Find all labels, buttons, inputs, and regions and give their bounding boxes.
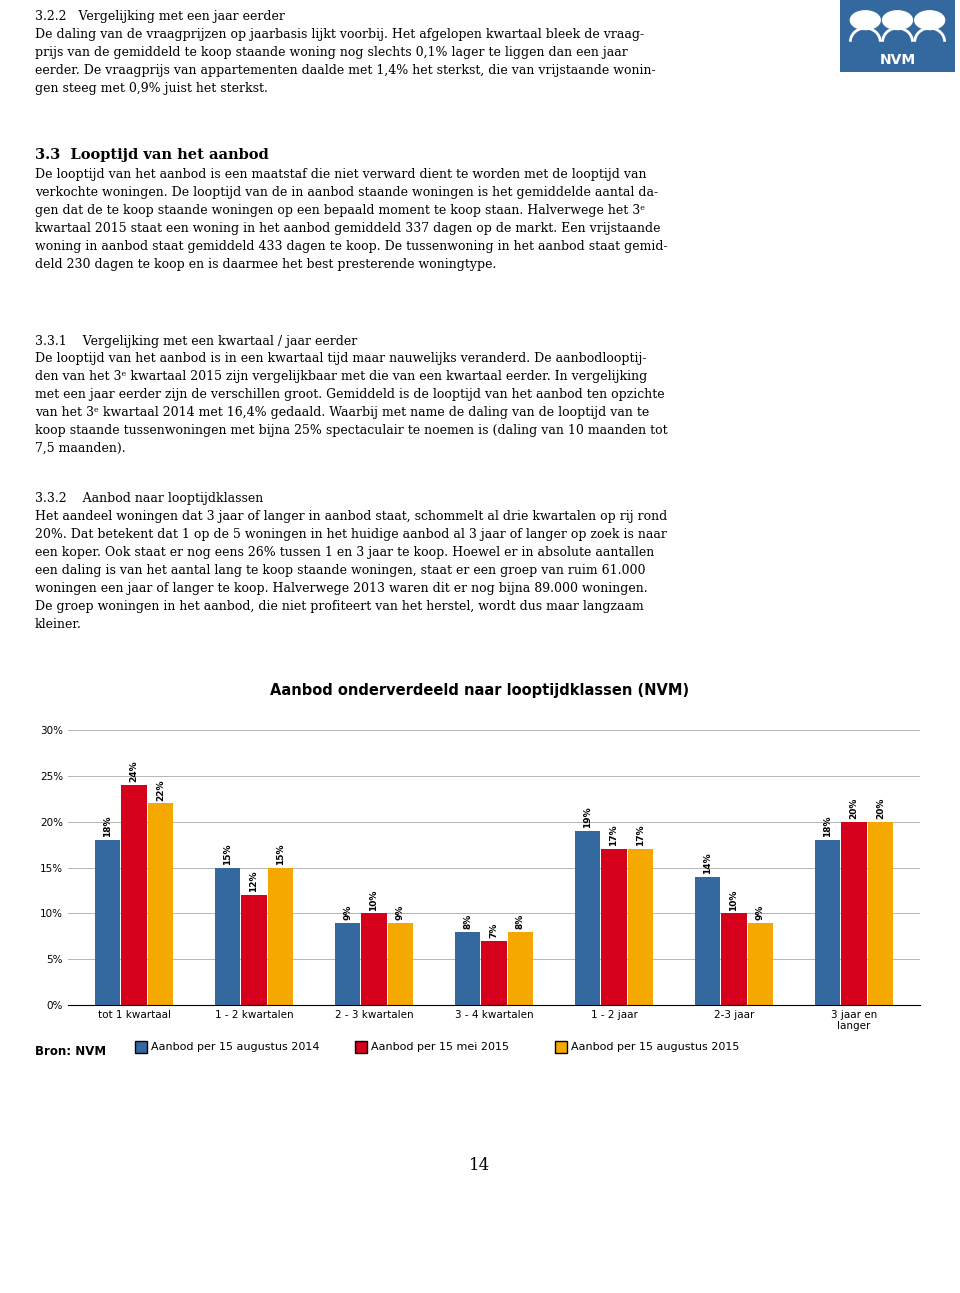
Text: Aanbod per 15 augustus 2014: Aanbod per 15 augustus 2014: [151, 1042, 320, 1053]
Text: 10%: 10%: [370, 890, 378, 910]
Circle shape: [882, 10, 912, 30]
Bar: [335, 922, 360, 1005]
Text: 19%: 19%: [583, 807, 592, 828]
Bar: [508, 932, 533, 1005]
Bar: [95, 840, 120, 1005]
Text: 22%: 22%: [156, 780, 165, 800]
Text: 17%: 17%: [610, 825, 618, 847]
Text: Aanbod per 15 mei 2015: Aanbod per 15 mei 2015: [371, 1042, 509, 1053]
Bar: [722, 913, 747, 1005]
Circle shape: [851, 10, 880, 30]
Text: 12%: 12%: [250, 870, 258, 892]
Text: Aanbod per 15 augustus 2015: Aanbod per 15 augustus 2015: [571, 1042, 739, 1053]
Text: 9%: 9%: [756, 904, 765, 919]
Text: De looptijd van het aanbod is in een kwartaal tijd maar nauwelijks veranderd. De: De looptijd van het aanbod is in een kwa…: [35, 352, 667, 455]
Text: 7%: 7%: [490, 923, 498, 939]
Bar: [695, 877, 720, 1005]
Text: 8%: 8%: [516, 914, 525, 928]
Bar: [602, 850, 627, 1005]
Text: 18%: 18%: [103, 816, 112, 838]
Bar: [362, 913, 387, 1005]
Text: Aanbod onderverdeeld naar looptijdklassen (NVM): Aanbod onderverdeeld naar looptijdklasse…: [271, 683, 689, 698]
Bar: [148, 803, 173, 1005]
Bar: [842, 821, 867, 1005]
Text: 9%: 9%: [343, 904, 352, 919]
Bar: [268, 868, 293, 1005]
Text: 3.3.1    Vergelijking met een kwartaal / jaar eerder: 3.3.1 Vergelijking met een kwartaal / ja…: [35, 335, 357, 348]
Text: 15%: 15%: [223, 843, 232, 865]
Text: Het aandeel woningen dat 3 jaar of langer in aanbod staat, schommelt al drie kwa: Het aandeel woningen dat 3 jaar of lange…: [35, 509, 667, 631]
Text: 15%: 15%: [276, 843, 285, 865]
Bar: [242, 895, 267, 1005]
Bar: [215, 868, 240, 1005]
Text: 3.2.2   Vergelijking met een jaar eerder: 3.2.2 Vergelijking met een jaar eerder: [35, 10, 285, 23]
Text: 17%: 17%: [636, 825, 645, 847]
Text: 3.3.2    Aanbod naar looptijdklassen: 3.3.2 Aanbod naar looptijdklassen: [35, 493, 263, 506]
Bar: [388, 922, 413, 1005]
Text: De daling van de vraagprijzen op jaarbasis lijkt voorbij. Het afgelopen kwartaal: De daling van de vraagprijzen op jaarbas…: [35, 28, 656, 94]
Bar: [748, 922, 773, 1005]
Text: 14: 14: [469, 1156, 491, 1174]
Bar: [482, 941, 507, 1005]
Text: 18%: 18%: [823, 816, 832, 838]
Bar: [575, 831, 600, 1005]
Text: NVM: NVM: [879, 53, 916, 67]
Circle shape: [915, 10, 945, 30]
Bar: [122, 785, 147, 1005]
Text: 3.3  Looptijd van het aanbod: 3.3 Looptijd van het aanbod: [35, 147, 269, 162]
Bar: [815, 840, 840, 1005]
Bar: [455, 932, 480, 1005]
Bar: [868, 821, 893, 1005]
Text: 9%: 9%: [396, 904, 405, 919]
Text: De looptijd van het aanbod is een maatstaf die niet verward dient te worden met : De looptijd van het aanbod is een maatst…: [35, 168, 667, 272]
Text: 20%: 20%: [850, 798, 858, 818]
Text: 24%: 24%: [130, 760, 138, 782]
Bar: [628, 850, 653, 1005]
Text: 8%: 8%: [463, 914, 472, 928]
Text: Bron: NVM: Bron: NVM: [35, 1045, 107, 1058]
Text: 20%: 20%: [876, 798, 885, 818]
Text: 10%: 10%: [730, 890, 738, 910]
Text: 14%: 14%: [703, 852, 712, 874]
